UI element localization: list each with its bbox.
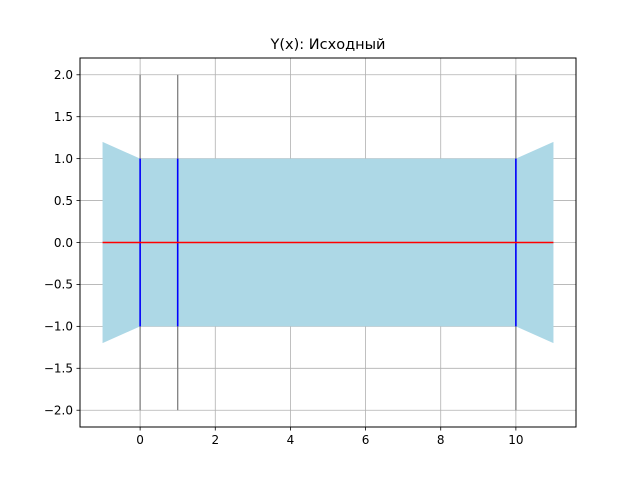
y-tick-label: 1.5 <box>54 110 73 124</box>
y-tick-label: −2.0 <box>44 404 73 418</box>
ticks: 0 2 4 6 8 10 −2.0 −1.5 −1.0 −0.5 0.0 0.5 1.0 1.5 2.0 <box>44 68 524 447</box>
y-tick-label: 0.5 <box>54 194 73 208</box>
x-tick-label: 6 <box>362 433 370 447</box>
plot-area: 0 2 4 6 8 10 −2.0 −1.5 −1.0 −0.5 0.0 0.5 1.0 1.5 2.0 <box>44 57 577 447</box>
x-tick-label: 8 <box>437 433 445 447</box>
y-tick-label: 0.0 <box>54 236 73 250</box>
x-tick-label: 4 <box>287 433 295 447</box>
y-tick-label: 1.0 <box>54 152 73 166</box>
y-tick-label: −1.0 <box>44 320 73 334</box>
y-tick-label: 2.0 <box>54 68 73 82</box>
y-tick-label: −1.5 <box>44 362 73 376</box>
x-tick-label: 0 <box>136 433 144 447</box>
x-tick-label: 10 <box>508 433 523 447</box>
y-tick-label: −0.5 <box>44 278 73 292</box>
x-tick-label: 2 <box>211 433 219 447</box>
chart-title: Y(x): Исходный <box>270 37 386 53</box>
